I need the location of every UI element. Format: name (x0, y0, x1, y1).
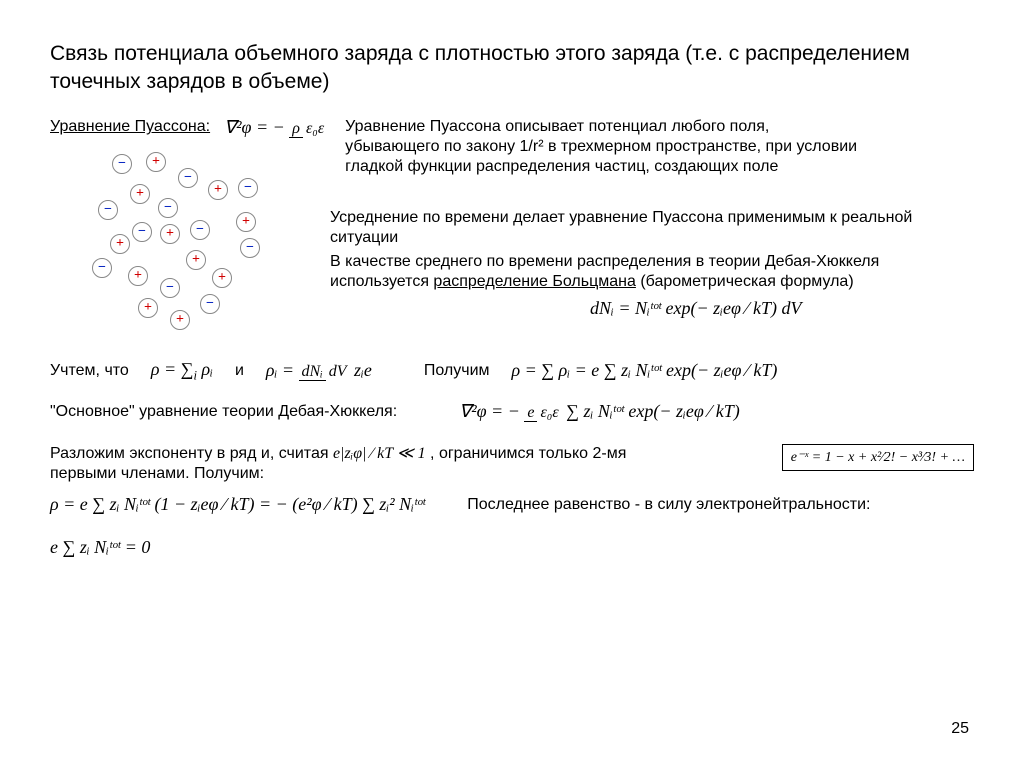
boltzmann-equation: dNᵢ = Nᵢᵗᵒᵗ exp(− zᵢeφ ⁄ kT) dV (590, 298, 974, 319)
charge-plus-icon: + (138, 298, 158, 318)
charge-plus-icon: + (146, 152, 166, 172)
rho-sum-eq: ρ = ∑i ρᵢ (151, 359, 213, 384)
final-row: ρ = e ∑ zᵢ Nᵢᵗᵒᵗ (1 − zᵢeφ ⁄ kT) = − (e²… (50, 494, 974, 558)
charge-plus-icon: + (208, 180, 228, 200)
neutrality-label: Последнее равенство - в силу электронейт… (467, 495, 870, 515)
main-equation: ∇²φ = − eε₀ε ∑ zᵢ Nᵢᵗᵒᵗ exp(− zᵢeφ ⁄ kT) (459, 401, 740, 422)
charge-plus-icon: + (236, 212, 256, 232)
charge-minus-icon: − (240, 238, 260, 258)
charge-minus-icon: − (200, 294, 220, 314)
charge-plus-icon: + (186, 250, 206, 270)
charge-plus-icon: + (128, 266, 148, 286)
boltzmann-text: В качестве среднего по времени распредел… (330, 252, 950, 292)
charge-minus-icon: − (158, 198, 178, 218)
page-number: 25 (951, 720, 969, 738)
poisson-label: Уравнение Пуассона: (50, 118, 210, 136)
charge-minus-icon: − (112, 154, 132, 174)
charge-minus-icon: − (160, 278, 180, 298)
charge-diagram: −+−+−+−−+−+−+−−+++−+−+ (50, 150, 270, 330)
main-equation-row: "Основное" уравнение теории Дебая-Хюккел… (50, 401, 974, 422)
charge-plus-icon: + (212, 268, 232, 288)
charge-minus-icon: − (92, 258, 112, 278)
charge-minus-icon: − (178, 168, 198, 188)
charge-plus-icon: + (170, 310, 190, 330)
taylor-series-box: e⁻ˣ = 1 − x + x²⁄2! − x³⁄3! + … (782, 444, 974, 471)
page-title: Связь потенциала объемного заряда с плот… (50, 40, 974, 97)
charge-minus-icon: − (238, 178, 258, 198)
rho-result-eq: ρ = ∑ ρᵢ = e ∑ zᵢ Nᵢᵗᵒᵗ exp(− zᵢeφ ⁄ kT) (512, 360, 778, 381)
charge-plus-icon: + (160, 224, 180, 244)
charge-minus-icon: − (98, 200, 118, 220)
expand-row: Разложим экспоненту в ряд и, считая e|zᵢ… (50, 444, 974, 484)
poisson-equation: ∇²φ = − ρε₀ε (224, 117, 327, 138)
consider-row: Учтем, что ρ = ∑i ρᵢ и ρᵢ = dNᵢdV zᵢe По… (50, 359, 974, 384)
final-equation: ρ = e ∑ zᵢ Nᵢᵗᵒᵗ (1 − zᵢeφ ⁄ kT) = − (e²… (50, 494, 425, 515)
condition-eq: e|zᵢφ| ⁄ kT ≪ 1 (333, 445, 426, 462)
charge-minus-icon: − (132, 222, 152, 242)
charge-minus-icon: − (190, 220, 210, 240)
charge-plus-icon: + (110, 234, 130, 254)
averaging-text: Усреднение по времени делает уравнение П… (330, 208, 950, 248)
rho-i-eq: ρᵢ = dNᵢdV zᵢe (266, 360, 372, 381)
neutrality-equation: e ∑ zᵢ Nᵢᵗᵒᵗ = 0 (50, 537, 150, 558)
poisson-description: Уравнение Пуассона описывает потенциал л… (345, 117, 865, 177)
charge-plus-icon: + (130, 184, 150, 204)
